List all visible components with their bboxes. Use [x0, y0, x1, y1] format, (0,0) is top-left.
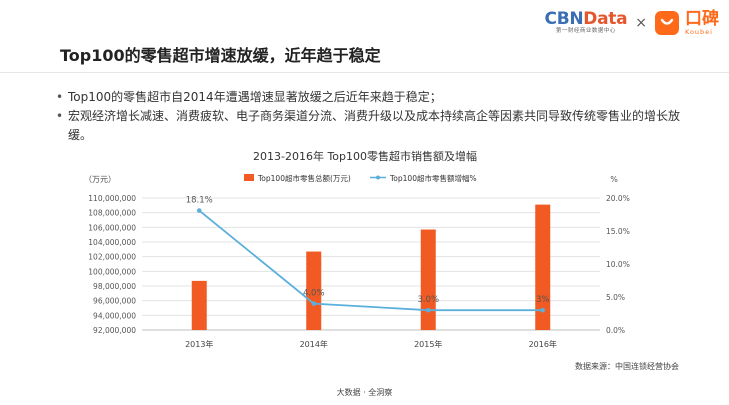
koubei-logo-icon — [655, 11, 679, 35]
data-source: 数据来源：中国连锁经营协会 — [575, 362, 679, 371]
x-tick-label: 2015年 — [414, 339, 442, 349]
line-data-label: 3% — [536, 295, 550, 305]
cbndata-logo: CBNData 第一财经商业数据中心 — [545, 11, 628, 35]
y2-axis-ticks: 0.0% 5.0% 10.0% 15.0% 20.0% — [606, 194, 630, 335]
y-tick-label: 104,000,000 — [88, 238, 136, 247]
y-axis-ticks: 92,000,000 94,000,000 96,000,000 98,000,000… — [88, 194, 136, 335]
line-point — [196, 208, 202, 213]
line-point — [425, 307, 431, 313]
y2-tick-label: 10.0% — [606, 260, 630, 269]
y-axis-unit-right: % — [610, 175, 618, 184]
line-point — [540, 307, 546, 313]
legend-bar-label: Top100超市零售总额(万元) — [257, 173, 351, 183]
x-tick-label: 2014年 — [300, 339, 328, 349]
header-logos: CBNData 第一财经商业数据中心 × 口碑 Koubei — [545, 8, 719, 38]
y-tick-label: 108,000,000 — [88, 209, 136, 218]
bullet-list: Top100的零售超市自2014年遭遇增速显著放缓之后近年来趋于稳定； 宏观经济… — [56, 88, 696, 145]
x-axis-ticks: 2013年 2014年 2015年 2016年 — [185, 339, 557, 349]
koubei-logo-en: Koubei — [685, 27, 713, 36]
chart-title: 2013-2016年 Top100零售超市销售额及增幅 — [253, 149, 477, 163]
koubei-logo-text: 口碑 — [685, 8, 719, 29]
bar — [306, 251, 322, 330]
cbn-logo-subtitle: 第一财经商业数据中心 — [555, 28, 616, 35]
grid-lines — [142, 197, 600, 331]
y-tick-label: 106,000,000 — [88, 223, 136, 232]
line-series: 18.1% 4.0% 3.0% 3% — [186, 196, 550, 313]
line-data-label: 3.0% — [417, 295, 439, 305]
legend-line-marker — [376, 175, 380, 180]
cbn-logo-text: CBN — [544, 9, 584, 30]
page-title: Top100的零售超市增速放缓，近年趋于稳定 — [60, 46, 381, 65]
legend-bar-swatch — [244, 174, 254, 181]
growth-line — [198, 209, 543, 312]
legend-line-label: Top100超市零售额增幅% — [389, 173, 477, 183]
chart-legend: Top100超市零售总额(万元) Top100超市零售额增幅% — [244, 173, 477, 183]
y-tick-label: 98,000,000 — [93, 282, 136, 291]
line-data-label: 18.1% — [186, 196, 213, 206]
y2-tick-label: 20.0% — [606, 194, 630, 203]
y-tick-label: 96,000,000 — [93, 297, 136, 306]
y2-tick-label: 5.0% — [606, 293, 625, 302]
line-point — [311, 301, 317, 306]
bullet-item: 宏观经济增长减速、消费疲软、电子商务渠道分流、消费升级以及成本持续高企等因素共同… — [56, 107, 696, 145]
y-tick-label: 110,000,000 — [88, 194, 136, 203]
x-tick-label: 2013年 — [185, 339, 213, 349]
koubei-logo: 口碑 Koubei — [685, 8, 719, 36]
y-tick-label: 92,000,000 — [93, 326, 136, 335]
bar — [191, 280, 207, 330]
title-divider — [0, 72, 729, 73]
footer-slogan: 大数据 · 全洞察 — [336, 388, 393, 397]
times-separator: × — [635, 15, 647, 31]
y-tick-label: 94,000,000 — [93, 311, 136, 320]
line-data-label: 4.0% — [303, 289, 325, 299]
y-tick-label: 100,000,000 — [88, 267, 136, 276]
bar — [420, 229, 436, 330]
data-logo-text: Data — [583, 9, 628, 30]
y2-tick-label: 0.0% — [606, 326, 625, 335]
bar — [535, 204, 551, 330]
y-tick-label: 102,000,000 — [88, 253, 136, 262]
bullet-item: Top100的零售超市自2014年遭遇增速显著放缓之后近年来趋于稳定； — [56, 88, 696, 107]
y2-tick-label: 15.0% — [606, 227, 630, 236]
bar-series — [191, 204, 551, 330]
x-tick-label: 2016年 — [529, 339, 557, 349]
y-axis-unit-left: （万元） — [84, 175, 116, 184]
